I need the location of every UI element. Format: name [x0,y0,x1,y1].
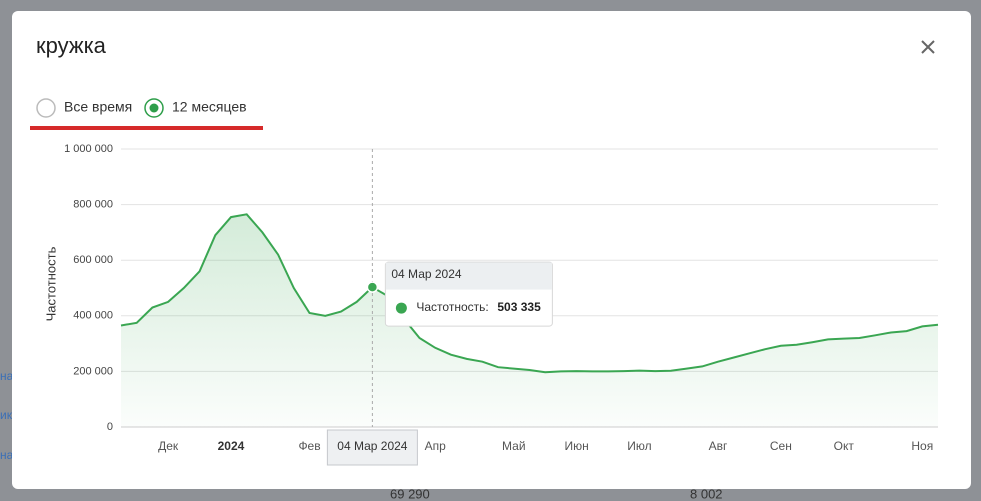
y-tick-label: 1 000 000 [64,143,113,155]
bg-text: на [0,369,14,383]
bg-text: 69 290 [390,486,430,501]
x-tick-label: Июл [627,439,651,453]
y-tick-label: 400 000 [73,310,113,322]
x-tick-label: Май [502,439,526,453]
tooltip-header [385,262,552,290]
chart: 0 200 000 400 000 600 000 800 000 1 000 000 Де… [64,143,939,466]
x-badge [326,429,418,466]
x-tick-label: Апр [425,439,447,453]
x-tick-label: Авг [709,439,728,453]
area [121,214,938,427]
x-tick-label: Фев [298,439,320,453]
x-tick-label: Ноя [911,439,933,453]
tooltip-marker [395,302,407,314]
radio[interactable] [36,98,56,118]
line [120,213,939,374]
y-tick-label: 600 000 [73,254,113,266]
bg-text: ик [0,408,13,422]
bg-text: на [0,448,14,462]
underline [30,126,263,130]
y-tick-label: 200 000 [73,365,113,377]
x-tick-label: Сен [770,439,792,453]
close-button[interactable] [921,40,935,54]
x-tick-label: Июн [565,439,589,453]
bg-text: 8 002 [690,486,723,501]
modal-title: кружка [36,33,107,58]
tooltip-value: 503 335 [497,300,541,314]
x-badge-label: 04 Мар 2024 [337,439,408,453]
y-axis-label: Частотность [43,246,58,321]
y-tick-label: 0 [107,421,113,433]
point [366,281,379,293]
radio-dot [149,103,159,113]
x-tick-label: 2024 [218,439,245,453]
radio-label[interactable]: 12 месяцев [172,99,247,115]
x-tick-label: Окт [834,439,855,453]
radio-label[interactable]: Все время [64,99,132,115]
tooltip-label: Частотность: [416,300,488,314]
tooltip-title: 04 Мар 2024 [391,267,462,281]
y-tick-label: 800 000 [73,199,113,211]
x-tick-label: Дек [158,439,179,453]
